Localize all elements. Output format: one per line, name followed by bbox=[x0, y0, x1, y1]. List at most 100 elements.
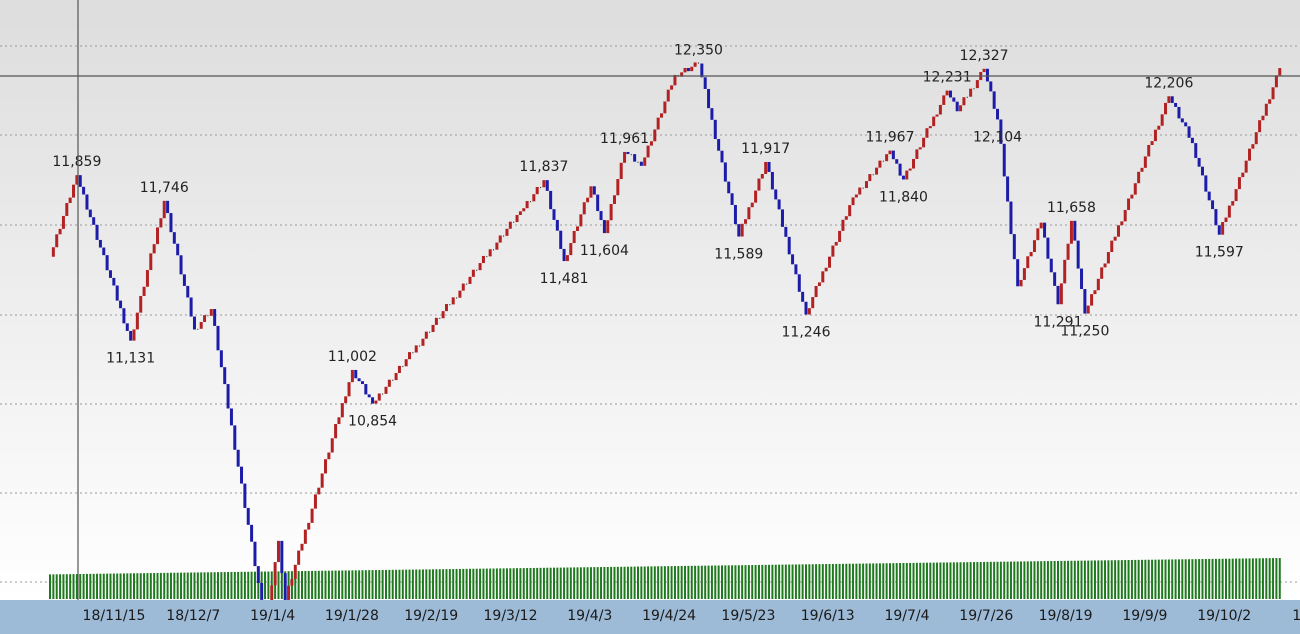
pivot-low-label: 11,589 bbox=[714, 247, 763, 263]
volume-bar bbox=[556, 567, 559, 599]
volume-bar bbox=[1009, 561, 1012, 599]
down-brick bbox=[169, 213, 173, 233]
up-brick bbox=[858, 187, 862, 195]
volume-bar bbox=[865, 563, 868, 599]
volume-bar bbox=[1231, 558, 1234, 599]
down-brick bbox=[78, 175, 82, 187]
volume-bar bbox=[815, 564, 818, 599]
volume-bar bbox=[942, 562, 945, 599]
down-brick bbox=[122, 308, 126, 324]
volume-bar bbox=[529, 567, 532, 599]
volume-bar bbox=[89, 573, 92, 599]
up-brick bbox=[1093, 290, 1097, 295]
volume-bar bbox=[119, 573, 122, 599]
up-brick bbox=[344, 396, 348, 404]
flat-brick bbox=[513, 221, 515, 223]
up-brick bbox=[1123, 209, 1127, 222]
volume-bar bbox=[1198, 559, 1201, 599]
up-brick bbox=[683, 67, 687, 73]
up-brick bbox=[1066, 243, 1070, 260]
volume-bar bbox=[307, 570, 310, 599]
up-brick bbox=[656, 117, 660, 130]
volume-bar bbox=[106, 573, 109, 599]
volume-bar bbox=[640, 566, 643, 599]
volume-bar bbox=[247, 571, 250, 599]
volume-bar bbox=[1006, 561, 1009, 599]
volume-bar bbox=[532, 567, 535, 599]
down-brick bbox=[364, 384, 368, 395]
volume-bar bbox=[492, 568, 495, 599]
up-brick bbox=[68, 197, 72, 204]
volume-bar bbox=[731, 565, 734, 599]
up-brick bbox=[757, 178, 761, 191]
pivot-high-label: 11,961 bbox=[600, 131, 649, 147]
x-tick-label: 18/11/15 bbox=[83, 608, 146, 624]
volume-bar bbox=[133, 573, 135, 599]
down-brick bbox=[717, 139, 721, 151]
volume-bar bbox=[1023, 561, 1026, 599]
volume-bar bbox=[771, 564, 774, 599]
down-brick bbox=[599, 211, 603, 221]
volume-bar bbox=[280, 571, 283, 599]
down-brick bbox=[545, 180, 549, 191]
volume-bar bbox=[311, 570, 314, 599]
volume-bar bbox=[210, 572, 213, 599]
volume-bar bbox=[610, 566, 613, 599]
up-brick bbox=[646, 145, 650, 158]
pivot-low-label: 11,604 bbox=[580, 243, 629, 259]
up-brick bbox=[854, 194, 858, 198]
up-brick bbox=[313, 494, 317, 509]
flat-brick bbox=[540, 187, 542, 189]
volume-bar bbox=[798, 564, 801, 599]
up-brick bbox=[532, 194, 536, 202]
down-brick bbox=[992, 91, 996, 109]
volume-bar bbox=[368, 570, 371, 599]
down-brick bbox=[112, 277, 116, 286]
volume-bar bbox=[576, 567, 579, 599]
flat-brick bbox=[966, 96, 968, 98]
volume-bar bbox=[623, 566, 626, 599]
volume-bar bbox=[633, 566, 636, 599]
up-brick bbox=[408, 352, 412, 360]
volume-bar bbox=[996, 561, 999, 599]
up-brick bbox=[576, 226, 580, 231]
volume-bar bbox=[321, 570, 324, 599]
volume-bar bbox=[858, 563, 861, 599]
up-brick bbox=[932, 116, 936, 127]
down-brick bbox=[219, 350, 223, 368]
volume-bar bbox=[1040, 561, 1043, 599]
volume-bar bbox=[1154, 559, 1157, 599]
volume-bar bbox=[126, 573, 129, 599]
volume-bar bbox=[196, 572, 199, 599]
volume-bar bbox=[1157, 559, 1160, 599]
volume-bar bbox=[912, 562, 915, 599]
up-brick bbox=[918, 147, 922, 150]
down-brick bbox=[770, 171, 774, 190]
down-brick bbox=[948, 90, 952, 98]
pivot-low-label: 11,481 bbox=[540, 271, 589, 287]
volume-bar bbox=[203, 572, 206, 599]
volume-bar bbox=[647, 566, 650, 599]
volume-bar bbox=[1050, 561, 1053, 599]
volume-bar bbox=[1080, 560, 1083, 599]
volume-bar bbox=[922, 562, 925, 599]
volume-bar bbox=[744, 565, 747, 599]
volume-bar bbox=[757, 564, 760, 599]
down-brick bbox=[737, 224, 741, 237]
up-brick bbox=[1244, 160, 1248, 173]
up-brick bbox=[347, 382, 351, 397]
down-brick bbox=[1080, 268, 1084, 290]
volume-bar bbox=[462, 568, 465, 599]
volume-bar bbox=[398, 569, 401, 599]
up-brick bbox=[330, 438, 334, 453]
up-brick bbox=[811, 297, 815, 309]
crosshair[interactable] bbox=[0, 0, 1300, 600]
up-brick bbox=[754, 190, 758, 203]
down-brick bbox=[686, 67, 690, 72]
volume-bar bbox=[855, 563, 858, 599]
up-brick bbox=[1039, 222, 1043, 229]
flat-brick bbox=[503, 235, 505, 237]
volume-bar bbox=[485, 568, 488, 599]
up-brick bbox=[542, 180, 546, 188]
down-brick bbox=[1073, 220, 1077, 241]
